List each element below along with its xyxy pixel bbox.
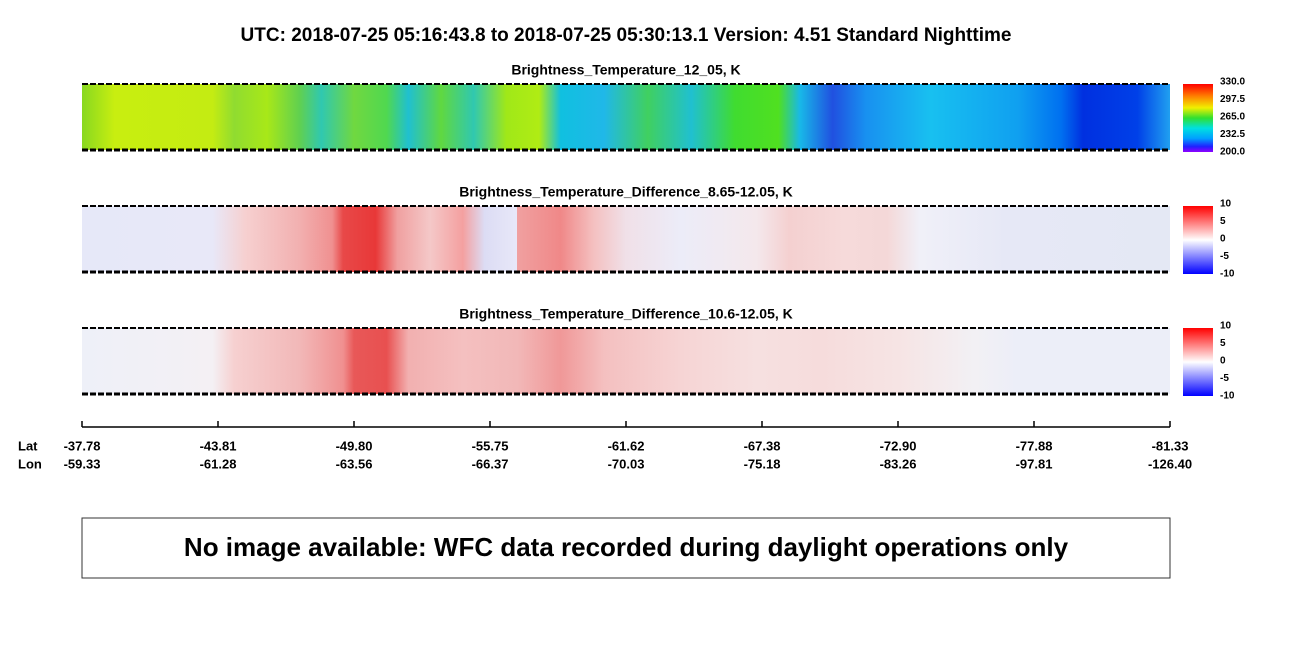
lat-tick-label: -77.88 [1016, 438, 1053, 453]
lat-tick-label: -55.75 [472, 438, 509, 453]
lon-tick-label: -83.26 [880, 456, 917, 471]
message-box [81, 517, 1171, 579]
title: UTC: 2018-07-25 05:16:43.8 to 2018-07-25… [241, 25, 1012, 46]
image-strip [82, 84, 1170, 150]
colorbar [1183, 328, 1213, 396]
colorbar [1183, 206, 1213, 274]
lon-tick-label: -66.37 [472, 456, 509, 471]
lon-tick-label: -63.56 [336, 456, 373, 471]
colorbar-tick-label: 297.5 [1220, 94, 1245, 105]
colorbar-tick-label: 10 [1220, 321, 1232, 332]
lat-label: Lat [18, 438, 38, 453]
colorbar-tick-label: -5 [1220, 373, 1229, 384]
panel-title: Brightness_Temperature_12_05, K [511, 62, 740, 78]
lat-tick-label: -61.62 [608, 438, 645, 453]
colorbar-tick-label: 5 [1220, 216, 1226, 227]
colorbar-tick-label: 0 [1220, 356, 1226, 367]
lat-tick-label: -72.90 [880, 438, 917, 453]
lat-tick-label: -49.80 [336, 438, 373, 453]
lon-label: Lon [18, 456, 42, 471]
lat-tick-label: -43.81 [200, 438, 237, 453]
colorbar-tick-label: 200.0 [1220, 147, 1245, 158]
message: No image available: WFC data recorded du… [184, 532, 1069, 562]
lon-tick-label: -61.28 [200, 456, 237, 471]
colorbar-tick-label: 265.0 [1220, 112, 1245, 123]
lat-tick-label: -67.38 [744, 438, 781, 453]
colorbar-tick-label: -10 [1220, 391, 1235, 402]
colorbar-tick-label: 5 [1220, 338, 1226, 349]
lon-tick-label: -97.81 [1016, 456, 1053, 471]
colorbar-tick-label: 330.0 [1220, 77, 1245, 88]
lon-tick-label: -126.40 [1148, 456, 1192, 471]
lat-tick-label: -37.78 [64, 438, 101, 453]
panel-title: Brightness_Temperature_Difference_8.65-1… [459, 184, 793, 200]
lat-tick-label: -81.33 [1152, 438, 1189, 453]
image-strip [82, 206, 1170, 272]
colorbar-tick-label: -10 [1220, 269, 1235, 280]
lon-tick-label: -59.33 [64, 456, 101, 471]
image-strip [82, 328, 1170, 394]
colorbar [1183, 84, 1213, 152]
lon-tick-label: -75.18 [744, 456, 781, 471]
colorbar-tick-label: 10 [1220, 199, 1232, 210]
colorbar-tick-label: -5 [1220, 251, 1229, 262]
panel-title: Brightness_Temperature_Difference_10.6-1… [459, 306, 793, 322]
colorbar-tick-label: 232.5 [1220, 129, 1245, 140]
colorbar-tick-label: 0 [1220, 234, 1226, 245]
lon-tick-label: -70.03 [608, 456, 645, 471]
